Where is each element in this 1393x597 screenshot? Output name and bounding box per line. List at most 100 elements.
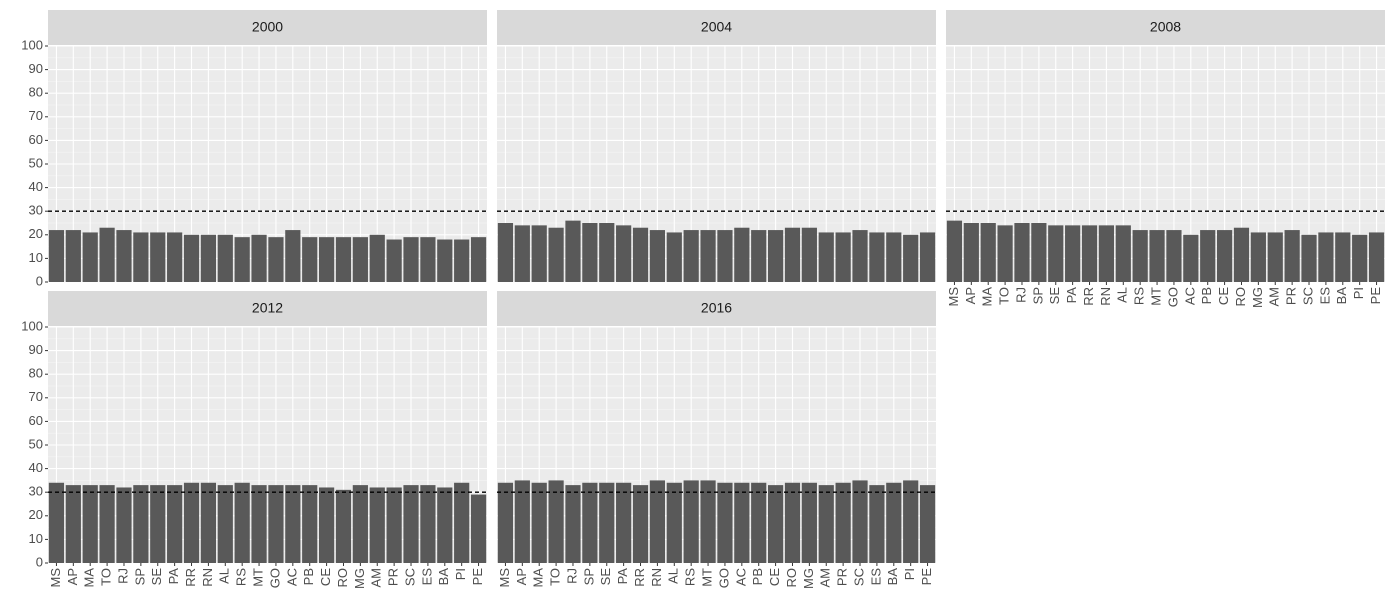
- bar: [65, 485, 81, 563]
- bar: [784, 482, 801, 563]
- x-tick-label: RN: [200, 568, 215, 587]
- bar: [1081, 225, 1098, 282]
- x-tick-label: AL: [217, 568, 232, 584]
- x-tick-label: CE: [1216, 287, 1231, 305]
- x-tick-label: AC: [284, 568, 299, 586]
- bar: [497, 482, 514, 563]
- bar: [599, 223, 615, 282]
- y-tick-label: 10: [29, 250, 43, 265]
- x-tick-label: ES: [419, 568, 434, 586]
- x-tick-label: RJ: [115, 568, 130, 584]
- bar: [1149, 230, 1165, 282]
- x-tick-label: RN: [649, 568, 664, 587]
- bar: [497, 223, 514, 282]
- bar: [767, 485, 784, 563]
- bar: [335, 489, 352, 563]
- bar: [835, 482, 851, 563]
- panel-title: 2008: [1150, 19, 1181, 35]
- x-tick-label: AP: [963, 287, 978, 304]
- x-tick-label: MS: [497, 568, 512, 588]
- y-tick-label: 0: [36, 273, 43, 288]
- panel-title: 2004: [701, 19, 732, 35]
- y-tick-label: 20: [29, 507, 43, 522]
- x-tick-label: RO: [335, 568, 350, 588]
- bar: [649, 480, 666, 563]
- x-tick-label: PE: [1368, 287, 1383, 305]
- y-tick-label: 10: [29, 531, 43, 546]
- bar: [116, 487, 132, 563]
- x-tick-label: PA: [1064, 287, 1079, 304]
- x-tick-label: AM: [1267, 287, 1282, 307]
- bar: [531, 482, 547, 563]
- strip: [497, 10, 936, 45]
- bar: [420, 237, 436, 282]
- x-tick-label: SE: [598, 568, 613, 586]
- x-tick-label: RR: [183, 568, 198, 587]
- bar: [531, 225, 547, 282]
- x-tick-label: AL: [666, 568, 681, 584]
- x-tick-label: PB: [301, 568, 316, 585]
- x-tick-label: RO: [1233, 287, 1248, 307]
- bar: [318, 487, 335, 563]
- x-tick-label: TO: [548, 568, 563, 586]
- bar: [683, 480, 699, 563]
- bar: [649, 230, 666, 282]
- bar: [801, 227, 817, 282]
- bar: [997, 225, 1013, 282]
- x-tick-label: MS: [946, 287, 961, 307]
- bar: [234, 237, 250, 282]
- bar: [302, 485, 318, 563]
- bar: [335, 237, 352, 282]
- bar: [99, 485, 115, 563]
- x-tick-label: RJ: [564, 568, 579, 584]
- bar: [548, 480, 564, 563]
- bar: [403, 485, 419, 563]
- strip: [946, 10, 1385, 45]
- bar: [1233, 227, 1250, 282]
- x-tick-label: AM: [818, 568, 833, 588]
- bar: [1301, 234, 1317, 282]
- y-tick-label: 90: [29, 342, 43, 357]
- panel-title: 2016: [701, 300, 732, 316]
- bar: [251, 234, 267, 282]
- panel-title: 2012: [252, 300, 283, 316]
- bar: [1031, 223, 1047, 282]
- y-tick-label: 50: [29, 155, 43, 170]
- bar: [801, 482, 817, 563]
- x-tick-label: PI: [902, 568, 917, 580]
- y-tick-label: 100: [21, 318, 43, 333]
- bar: [302, 237, 318, 282]
- x-tick-label: CE: [767, 568, 782, 586]
- y-tick-label: 70: [29, 108, 43, 123]
- x-tick-label: PE: [470, 568, 485, 586]
- bar: [234, 482, 250, 563]
- bar: [437, 487, 453, 563]
- bar: [167, 485, 183, 563]
- bar: [700, 230, 716, 282]
- bar: [1368, 232, 1385, 282]
- bar: [1065, 225, 1081, 282]
- bar: [1335, 232, 1351, 282]
- x-tick-label: PE: [919, 568, 934, 586]
- x-tick-label: PI: [453, 568, 468, 580]
- x-tick-label: MA: [82, 568, 97, 588]
- x-tick-label: RS: [234, 568, 249, 586]
- bar: [616, 225, 632, 282]
- x-tick-label: CE: [318, 568, 333, 586]
- bar: [751, 230, 767, 282]
- bar: [454, 239, 470, 282]
- x-tick-label: RS: [683, 568, 698, 586]
- x-tick-label: PR: [1284, 287, 1299, 305]
- y-tick-label: 60: [29, 132, 43, 147]
- bar: [1200, 230, 1216, 282]
- bar: [548, 227, 564, 282]
- y-tick-label: 60: [29, 413, 43, 428]
- bar: [369, 234, 385, 282]
- x-tick-label: RR: [1081, 287, 1096, 306]
- bar: [1098, 225, 1115, 282]
- x-tick-label: MG: [1250, 287, 1265, 308]
- y-tick-label: 20: [29, 226, 43, 241]
- x-tick-label: TO: [997, 287, 1012, 305]
- bar: [217, 485, 233, 563]
- bar: [1216, 230, 1233, 282]
